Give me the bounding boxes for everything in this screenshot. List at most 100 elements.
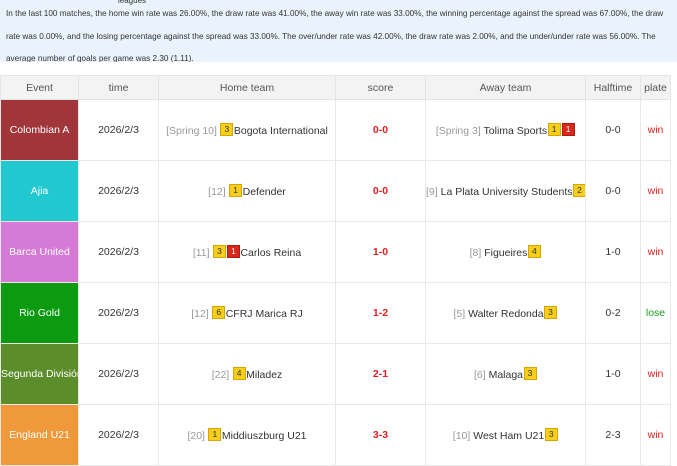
event-cell: England U21 — [0, 404, 79, 466]
home-cell: [11] 3 1 Carlos Reina — [158, 221, 336, 283]
time-cell: 2026/2/3 — [78, 160, 159, 222]
away-rank: [5] — [453, 308, 466, 320]
column-header: Home team — [158, 75, 336, 100]
match-row: England U21 2026/2/3 [20] 1 Middiuszburg U2… — [0, 404, 671, 466]
match-row: Barca United 2026/2/3 [11] 3 1 Carlos Reina 1… — [0, 221, 671, 283]
home-team: Carlos Reina — [240, 247, 302, 259]
away-team: West Ham U21 — [473, 430, 545, 442]
away-cell: [6] Malaga 3 — [425, 343, 586, 405]
column-header: Event — [0, 75, 79, 100]
plate-cell: win — [640, 404, 671, 466]
card-badge: 4 — [527, 245, 541, 258]
away-cell: [5] Walter Redonda 3 — [425, 282, 586, 344]
home-rank: [20] — [187, 430, 205, 442]
away-cell: [9] La Plata University Students21 — [425, 160, 586, 222]
score-cell: 3-3 — [335, 404, 426, 466]
home-team: Middiuszburg U21 — [221, 430, 307, 442]
event-cell: Barca United — [0, 221, 79, 283]
column-header: Halftime — [585, 75, 641, 100]
header-row: Event time Home team score Away team Halftime… — [0, 75, 671, 100]
column-header: time — [78, 75, 159, 100]
match-row: Rio Gold 2026/2/3 [12] 6 CFRJ Marica RJ 1-2[… — [0, 282, 671, 344]
card-badge: 4 — [232, 367, 246, 380]
home-rank: [22] — [211, 369, 230, 381]
score-cell: 0-0 — [335, 160, 426, 222]
home-cell: [Spring 10] 3 Bogota International — [158, 99, 336, 161]
column-header: Away team — [425, 75, 586, 100]
away-rank: [10] — [452, 430, 471, 442]
time-cell: 2026/2/3 — [78, 404, 159, 466]
halftime-cell: 1-0 — [585, 343, 641, 405]
column-header: score — [335, 75, 426, 100]
card-badge: 1 — [229, 184, 243, 197]
event-cell: Rio Gold — [0, 282, 79, 344]
away-rank: [8] — [469, 247, 482, 259]
card-badge: 1 — [547, 123, 561, 136]
card-badge: 3 — [544, 428, 558, 441]
event-cell: Ajia — [0, 160, 79, 222]
halftime-cell: 1-0 — [585, 221, 641, 283]
home-team: Miladez — [246, 369, 283, 381]
match-table: Event time Home team score Away team Halftime… — [0, 75, 671, 466]
home-team: Bogota International — [233, 125, 328, 137]
plate-cell: win — [640, 221, 671, 283]
away-rank: [9] — [426, 186, 438, 198]
summary-box: leagues In the last 100 matches, the hom… — [0, 0, 677, 62]
home-cell: [12] 1 Defender — [158, 160, 336, 222]
halftime-cell: 0-0 — [585, 160, 641, 222]
time-cell: 2026/2/3 — [78, 99, 159, 161]
table-body: Colombian A 2026/2/3 [Spring 10] 3 Bogota I… — [0, 99, 671, 466]
score-cell: 2-1 — [335, 343, 426, 405]
score-cell: 0-0 — [335, 99, 426, 161]
away-team: Figueires — [484, 247, 528, 259]
card-badge: 2 — [573, 184, 585, 197]
score-cell: 1-0 — [335, 221, 426, 283]
card-badge: 1 — [226, 245, 240, 258]
event-cell: Segunda División — [0, 343, 79, 405]
halftime-cell: 0-2 — [585, 282, 641, 344]
away-team: Tolima Sports — [483, 125, 548, 137]
time-cell: 2026/2/3 — [78, 221, 159, 283]
plate-cell: win — [640, 160, 671, 222]
plate-cell: lose — [640, 282, 671, 344]
match-row: Segunda División 2026/2/3 [22] 4 Miladez 2-1… — [0, 343, 671, 405]
time-cell: 2026/2/3 — [78, 282, 159, 344]
away-rank: [6] — [473, 369, 486, 381]
home-rank: [11] — [192, 247, 210, 259]
match-row: Colombian A 2026/2/3 [Spring 10] 3 Bogota I… — [0, 99, 671, 161]
halftime-cell: 2-3 — [585, 404, 641, 466]
card-badge: 3 — [220, 123, 234, 136]
plate-cell: win — [640, 343, 671, 405]
summary-text: In the last 100 matches, the home win ra… — [6, 9, 664, 62]
home-cell: [12] 6 CFRJ Marica RJ — [158, 282, 336, 344]
card-badge: 1 — [208, 428, 222, 441]
away-team: La Plata University Students — [440, 186, 573, 198]
away-team: Walter Redonda — [468, 308, 544, 320]
home-rank: [Spring 10] — [166, 125, 217, 137]
event-cell: Colombian A — [0, 99, 79, 161]
card-badge: 3 — [212, 245, 226, 258]
away-cell: [Spring 3] Tolima Sports 1 1 — [425, 99, 586, 161]
away-rank: [Spring 3] — [435, 125, 481, 137]
card-badge: 6 — [212, 306, 226, 319]
away-cell: [10] West Ham U21 3 — [425, 404, 586, 466]
time-cell: 2026/2/3 — [78, 343, 159, 405]
card-badge: 1 — [561, 123, 575, 136]
home-cell: [22] 4 Miladez — [158, 343, 336, 405]
home-cell: [20] 1 Middiuszburg U21 — [158, 404, 336, 466]
cut-label: leagues — [118, 0, 147, 5]
plate-cell: win — [640, 99, 671, 161]
home-team: Defender — [242, 186, 286, 198]
home-rank: [12] — [208, 186, 226, 198]
halftime-cell: 0-0 — [585, 99, 641, 161]
away-team: Malaga — [488, 369, 524, 381]
column-header: plate — [640, 75, 671, 100]
card-badge: 3 — [544, 306, 558, 319]
home-rank: [12] — [191, 308, 209, 320]
home-team: CFRJ Marica RJ — [225, 308, 303, 320]
away-cell: [8] Figueires 4 — [425, 221, 586, 283]
match-row: Ajia 2026/2/3 [12] 1 Defender 0-0 [9] La Plat… — [0, 160, 671, 222]
score-cell: 1-2 — [335, 282, 426, 344]
card-badge: 3 — [523, 367, 537, 380]
